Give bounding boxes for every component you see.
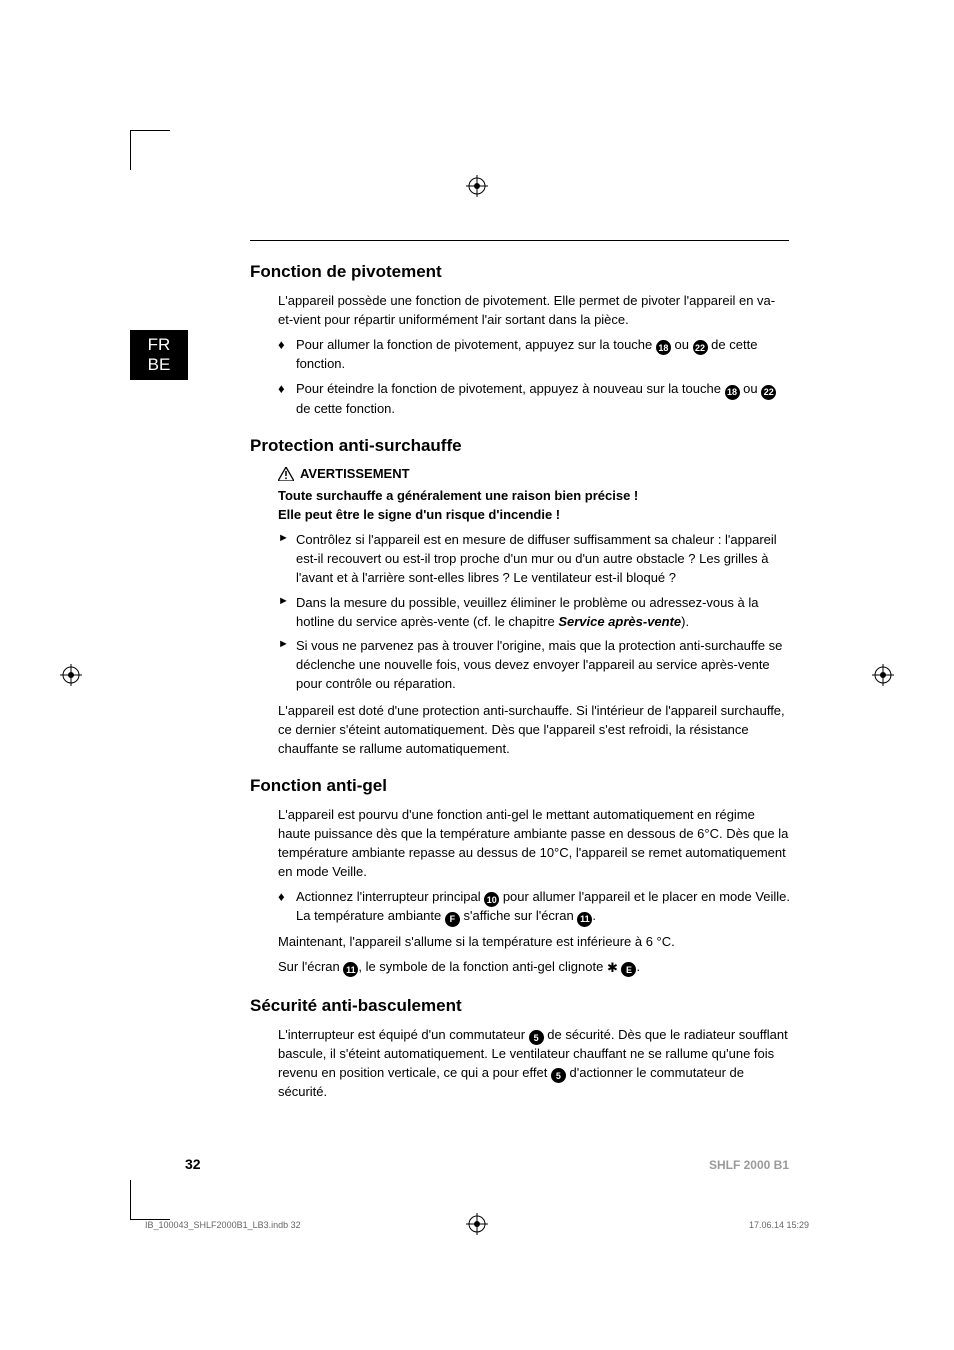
heading: Fonction anti-gel (250, 776, 790, 796)
heading: Sécurité anti-basculement (250, 996, 790, 1016)
list-item: ♦ Actionnez l'interrupteur principal 10 … (278, 888, 790, 927)
language-badge: FR BE (130, 330, 188, 380)
ref-badge: 11 (577, 912, 592, 927)
triangle-bullet-icon: ► (278, 594, 296, 632)
warning-triangle-icon (278, 467, 294, 481)
paragraph: L'interrupteur est équipé d'un commutate… (278, 1026, 790, 1103)
print-date: 17.06.14 15:29 (749, 1220, 809, 1230)
ref-badge: 10 (484, 892, 499, 907)
list-text: Dans la mesure du possible, veuillez éli… (296, 594, 790, 632)
page-number: 32 (185, 1156, 201, 1172)
ref-badge: 22 (693, 340, 708, 355)
list-item: ♦ Pour éteindre la fonction de pivotemen… (278, 380, 790, 418)
print-metadata: IB_100043_SHLF2000B1_LB3.indb 32 17.06.1… (145, 1220, 809, 1230)
triangle-bullet-icon: ► (278, 637, 296, 694)
paragraph: Sur l'écran 11, le symbole de la fonctio… (278, 958, 790, 978)
paragraph: L'appareil possède une fonction de pivot… (278, 292, 790, 330)
ref-badge: 5 (551, 1068, 566, 1083)
heading: Fonction de pivotement (250, 262, 790, 282)
lang-line: BE (148, 355, 171, 375)
crop-mark-bl (130, 1180, 170, 1220)
list-item: ► Contrôlez si l'appareil est en mesure … (278, 531, 790, 588)
ref-badge: 22 (761, 385, 776, 400)
list-item: ► Dans la mesure du possible, veuillez é… (278, 594, 790, 632)
section-tilt: Sécurité anti-basculement L'interrupteur… (250, 996, 790, 1103)
print-file: IB_100043_SHLF2000B1_LB3.indb 32 (145, 1220, 301, 1230)
paragraph: L'appareil est pourvu d'une fonction ant… (278, 806, 790, 881)
ref-badge: E (621, 962, 636, 977)
content-area: Fonction de pivotement L'appareil possèd… (250, 262, 790, 1120)
crop-mark-tl (130, 130, 170, 170)
warning-label: AVERTISSEMENT (300, 466, 410, 481)
warning-header: AVERTISSEMENT (278, 466, 790, 481)
list-text: Si vous ne parvenez pas à trouver l'orig… (296, 637, 790, 694)
paragraph: Maintenant, l'appareil s'allume si la te… (278, 933, 790, 952)
list-text: Pour allumer la fonction de pivotement, … (296, 336, 790, 374)
list-text: Contrôlez si l'appareil est en mesure de… (296, 531, 790, 588)
diamond-bullet-icon: ♦ (278, 380, 296, 418)
list-text: Actionnez l'interrupteur principal 10 po… (296, 888, 790, 927)
ref-badge: 18 (725, 385, 740, 400)
section-pivot: Fonction de pivotement L'appareil possèd… (250, 262, 790, 418)
section-antifreeze: Fonction anti-gel L'appareil est pourvu … (250, 776, 790, 977)
registration-mark-icon (60, 664, 82, 686)
section-overheat: Protection anti-surchauffe AVERTISSEMENT… (250, 436, 790, 758)
snowflake-icon: ✱ (607, 959, 618, 978)
lang-line: FR (148, 335, 171, 355)
ref-badge: 5 (529, 1030, 544, 1045)
ref-badge: 11 (343, 962, 358, 977)
list-text: Pour éteindre la fonction de pivotement,… (296, 380, 790, 418)
triangle-bullet-icon: ► (278, 531, 296, 588)
header-rule (250, 240, 789, 241)
page-footer: 32 SHLF 2000 B1 (165, 1156, 789, 1172)
diamond-bullet-icon: ♦ (278, 336, 296, 374)
paragraph: L'appareil est doté d'une protection ant… (278, 702, 790, 759)
diamond-bullet-icon: ♦ (278, 888, 296, 927)
list-item: ► Si vous ne parvenez pas à trouver l'or… (278, 637, 790, 694)
list-item: ♦ Pour allumer la fonction de pivotement… (278, 336, 790, 374)
ref-badge: F (445, 912, 460, 927)
heading: Protection anti-surchauffe (250, 436, 790, 456)
model-label: SHLF 2000 B1 (709, 1158, 789, 1172)
page: FR BE Fonction de pivotement L'appareil … (0, 0, 954, 1350)
ref-badge: 18 (656, 340, 671, 355)
registration-mark-icon (872, 664, 894, 686)
warning-bold-text: Toute surchauffe a généralement une rais… (278, 487, 790, 525)
registration-mark-icon (466, 175, 488, 197)
